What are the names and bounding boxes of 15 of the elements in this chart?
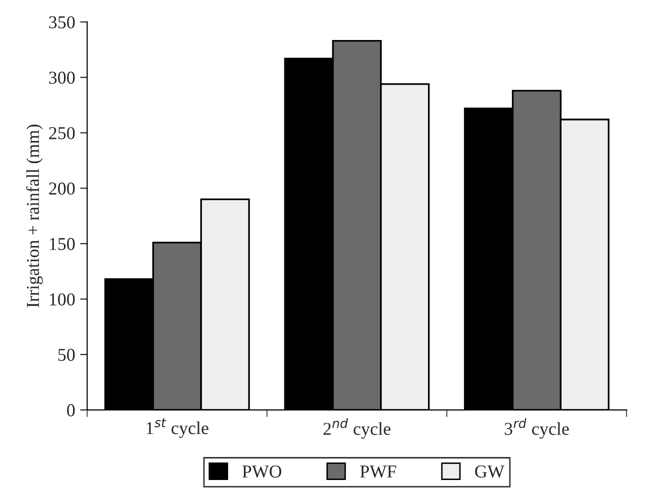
y-tick-label: 300 — [49, 72, 75, 84]
y-tick-label: 0 — [67, 404, 75, 416]
y-tick-label: 100 — [50, 293, 75, 306]
y-tick-label: 200 — [49, 182, 75, 195]
y-tick-label: 350 — [49, 16, 75, 28]
legend-label: PWO — [242, 465, 282, 478]
y-tick-label: 150 — [50, 238, 75, 250]
y-tick-label: 50 — [58, 348, 75, 361]
x-tick-label: 2$^{nd}$ cycle — [323, 418, 390, 439]
y-tick-label: 250 — [49, 127, 75, 140]
y-axis-title: Irrigation + rainfall (mm) — [26, 124, 43, 308]
x-tick-label: 1$^{st}$ cycle — [146, 418, 208, 438]
legend-label: GW — [475, 465, 504, 478]
legend-label: PWF — [360, 466, 396, 478]
x-tick-label: 3$^{rd}$ cycle — [504, 418, 569, 439]
